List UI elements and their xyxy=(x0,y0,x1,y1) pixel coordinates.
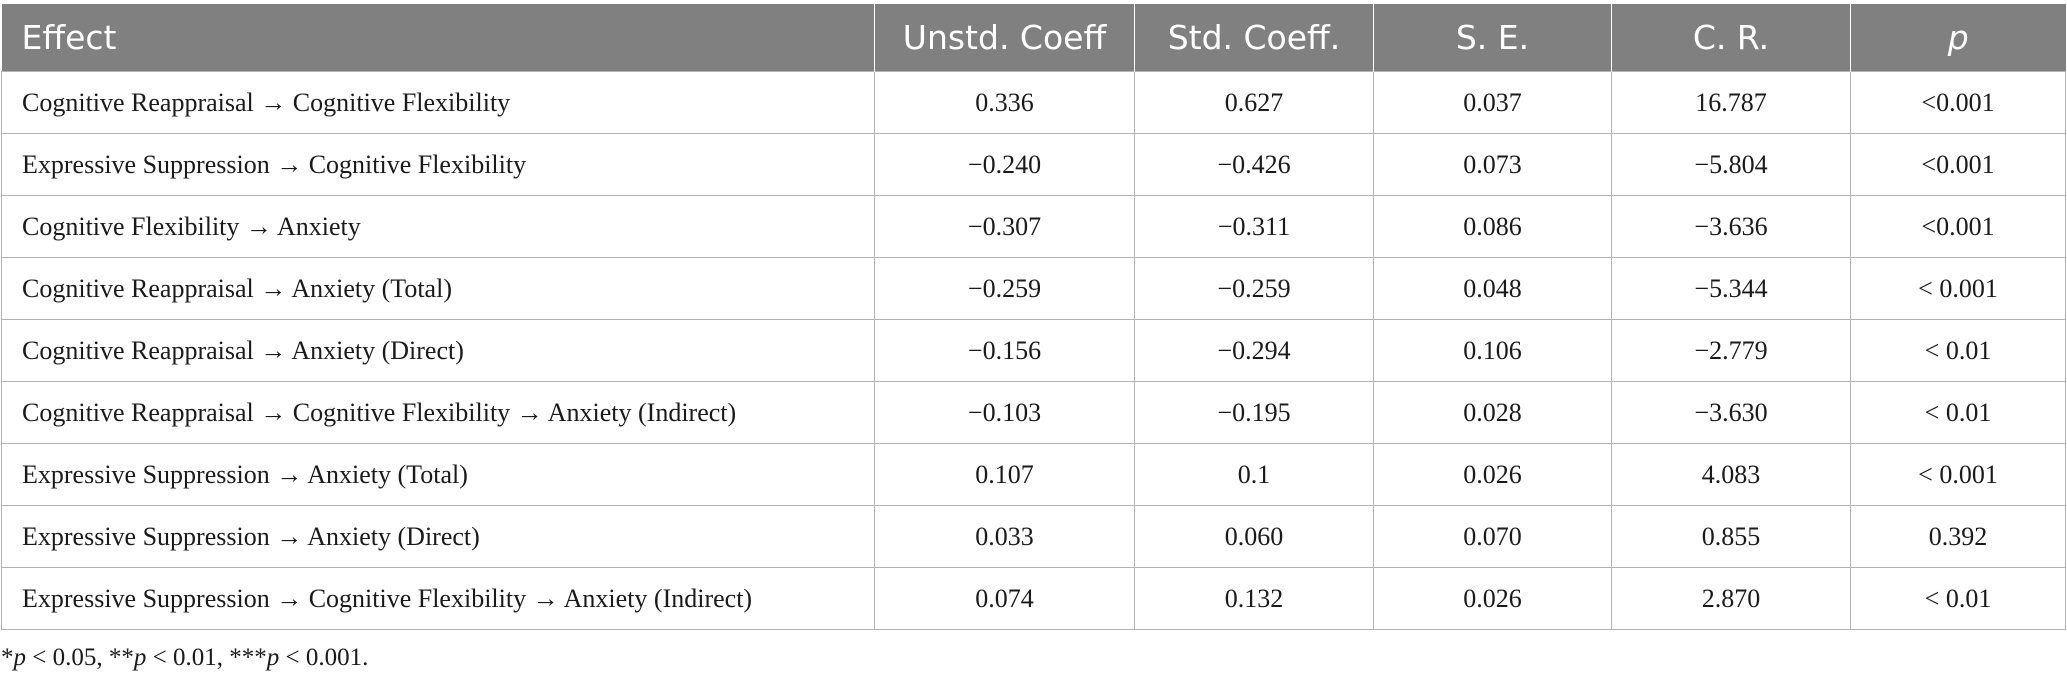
se-cell: 0.026 xyxy=(1373,567,1612,630)
footnote-p-symbol: p xyxy=(133,644,147,671)
header-row: Effect Unstd. Coeff Std. Coeff. S. E. C.… xyxy=(1,4,2066,72)
footnote-text: * xyxy=(1,644,14,671)
table-body: Cognitive Reappraisal → Cognitive Flexib… xyxy=(1,71,2066,630)
header-std-coeff: Std. Coeff. xyxy=(1134,4,1374,72)
p-cell: < 0.001 xyxy=(1850,443,2066,506)
cr-cell: 4.083 xyxy=(1611,443,1851,506)
unstd-coeff-cell: 0.336 xyxy=(874,71,1135,134)
std-coeff-cell: −0.426 xyxy=(1134,133,1374,196)
p-cell: 0.392 xyxy=(1850,505,2066,568)
se-cell: 0.070 xyxy=(1373,505,1612,568)
se-cell: 0.026 xyxy=(1373,443,1612,506)
unstd-coeff-cell: −0.103 xyxy=(874,381,1135,444)
std-coeff-cell: 0.627 xyxy=(1134,71,1374,134)
unstd-coeff-cell: −0.156 xyxy=(874,319,1135,382)
se-cell: 0.028 xyxy=(1373,381,1612,444)
se-cell: 0.073 xyxy=(1373,133,1612,196)
unstd-coeff-cell: 0.074 xyxy=(874,567,1135,630)
std-coeff-cell: 0.132 xyxy=(1134,567,1374,630)
unstd-coeff-cell: 0.107 xyxy=(874,443,1135,506)
effect-cell: Expressive Suppression → Cognitive Flexi… xyxy=(1,567,875,630)
effect-cell: Expressive Suppression → Anxiety (Total) xyxy=(1,443,875,506)
std-coeff-cell: 0.060 xyxy=(1134,505,1374,568)
cr-cell: −5.804 xyxy=(1611,133,1851,196)
se-cell: 0.048 xyxy=(1373,257,1612,320)
unstd-coeff-cell: −0.259 xyxy=(874,257,1135,320)
table-row: Expressive Suppression → Anxiety (Direct… xyxy=(1,505,2066,568)
table-row: Expressive Suppression → Anxiety (Total)… xyxy=(1,443,2066,506)
footnote-text: < 0.001. xyxy=(279,644,369,671)
header-unstd-coeff: Unstd. Coeff xyxy=(874,4,1135,72)
unstd-coeff-cell: −0.307 xyxy=(874,195,1135,258)
p-cell: < 0.01 xyxy=(1850,381,2066,444)
cr-cell: −5.344 xyxy=(1611,257,1851,320)
table-row: Cognitive Flexibility → Anxiety −0.307 −0.… xyxy=(1,195,2066,258)
std-coeff-cell: 0.1 xyxy=(1134,443,1374,506)
p-cell: < 0.01 xyxy=(1850,319,2066,382)
se-cell: 0.106 xyxy=(1373,319,1612,382)
effect-cell: Cognitive Reappraisal → Cognitive Flexib… xyxy=(1,71,875,134)
cr-cell: −3.636 xyxy=(1611,195,1851,258)
effect-cell: Cognitive Reappraisal → Cognitive Flexib… xyxy=(1,381,875,444)
effect-cell: Expressive Suppression → Anxiety (Direct… xyxy=(1,505,875,568)
table-footnote: *p < 0.05, **p < 0.01, ***p < 0.001. xyxy=(1,642,2067,674)
footnote-p-symbol: p xyxy=(266,644,280,671)
footnote-text: < 0.05, ** xyxy=(26,644,134,671)
footnote-text: < 0.01, *** xyxy=(146,644,267,671)
unstd-coeff-cell: −0.240 xyxy=(874,133,1135,196)
std-coeff-cell: −0.311 xyxy=(1134,195,1374,258)
cr-cell: 2.870 xyxy=(1611,567,1851,630)
effect-cell: Cognitive Reappraisal → Anxiety (Direct) xyxy=(1,319,875,382)
header-effect: Effect xyxy=(1,4,875,72)
cr-cell: −3.630 xyxy=(1611,381,1851,444)
footnote-p-symbol: p xyxy=(13,644,27,671)
cr-cell: 0.855 xyxy=(1611,505,1851,568)
p-cell: <0.001 xyxy=(1850,133,2066,196)
header-cr: C. R. xyxy=(1611,4,1851,72)
unstd-coeff-cell: 0.033 xyxy=(874,505,1135,568)
table-row: Cognitive Reappraisal → Cognitive Flexib… xyxy=(1,71,2066,134)
effect-cell: Expressive Suppression → Cognitive Flexi… xyxy=(1,133,875,196)
cr-cell: 16.787 xyxy=(1611,71,1851,134)
se-cell: 0.086 xyxy=(1373,195,1612,258)
table-row: Expressive Suppression → Cognitive Flexi… xyxy=(1,567,2066,630)
std-coeff-cell: −0.259 xyxy=(1134,257,1374,320)
std-coeff-cell: −0.294 xyxy=(1134,319,1374,382)
table-row: Cognitive Reappraisal → Cognitive Flexib… xyxy=(1,381,2066,444)
effect-cell: Cognitive Reappraisal → Anxiety (Total) xyxy=(1,257,875,320)
results-table: Effect Unstd. Coeff Std. Coeff. S. E. C.… xyxy=(1,4,2066,630)
header-se: S. E. xyxy=(1373,4,1612,72)
table-header: Effect Unstd. Coeff Std. Coeff. S. E. C.… xyxy=(1,4,2066,72)
p-cell: <0.001 xyxy=(1850,71,2066,134)
se-cell: 0.037 xyxy=(1373,71,1612,134)
table-row: Cognitive Reappraisal → Anxiety (Total) −… xyxy=(1,257,2066,320)
p-cell: < 0.01 xyxy=(1850,567,2066,630)
table-row: Cognitive Reappraisal → Anxiety (Direct)… xyxy=(1,319,2066,382)
cr-cell: −2.779 xyxy=(1611,319,1851,382)
effect-cell: Cognitive Flexibility → Anxiety xyxy=(1,195,875,258)
header-p: p xyxy=(1850,4,2066,72)
p-cell: < 0.001 xyxy=(1850,257,2066,320)
table-row: Expressive Suppression → Cognitive Flexi… xyxy=(1,133,2066,196)
p-cell: <0.001 xyxy=(1850,195,2066,258)
std-coeff-cell: −0.195 xyxy=(1134,381,1374,444)
